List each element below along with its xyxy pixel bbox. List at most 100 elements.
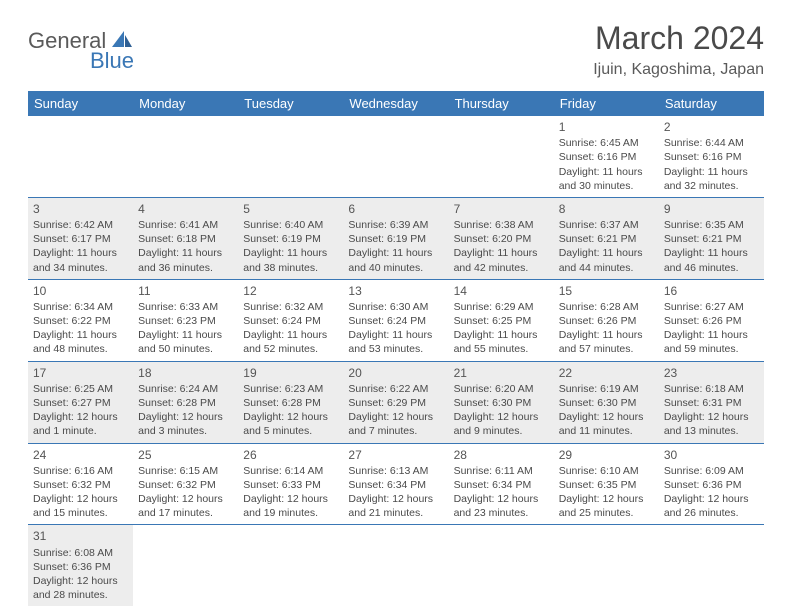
daylight-text: Daylight: 11 hours and 40 minutes. <box>348 246 443 274</box>
daylight-text: Daylight: 12 hours and 11 minutes. <box>559 410 654 438</box>
day-number: 6 <box>348 201 443 217</box>
daylight-text: Daylight: 11 hours and 48 minutes. <box>33 328 128 356</box>
sunset-text: Sunset: 6:28 PM <box>138 396 233 410</box>
week-row: 31Sunrise: 6:08 AMSunset: 6:36 PMDayligh… <box>28 525 764 606</box>
day-header: Sunday <box>28 91 133 116</box>
sunrise-text: Sunrise: 6:45 AM <box>559 136 654 150</box>
day-cell: 7Sunrise: 6:38 AMSunset: 6:20 PMDaylight… <box>449 197 554 279</box>
day-cell <box>343 116 448 197</box>
day-cell: 19Sunrise: 6:23 AMSunset: 6:28 PMDayligh… <box>238 361 343 443</box>
day-cell: 27Sunrise: 6:13 AMSunset: 6:34 PMDayligh… <box>343 443 448 525</box>
daylight-text: Daylight: 11 hours and 38 minutes. <box>243 246 338 274</box>
sunset-text: Sunset: 6:35 PM <box>559 478 654 492</box>
day-cell: 8Sunrise: 6:37 AMSunset: 6:21 PMDaylight… <box>554 197 659 279</box>
day-header: Saturday <box>659 91 764 116</box>
day-number: 22 <box>559 365 654 381</box>
day-cell: 11Sunrise: 6:33 AMSunset: 6:23 PMDayligh… <box>133 279 238 361</box>
sunrise-text: Sunrise: 6:19 AM <box>559 382 654 396</box>
sunrise-text: Sunrise: 6:22 AM <box>348 382 443 396</box>
sunrise-text: Sunrise: 6:25 AM <box>33 382 128 396</box>
day-number: 25 <box>138 447 233 463</box>
calendar-body: 1Sunrise: 6:45 AMSunset: 6:16 PMDaylight… <box>28 116 764 606</box>
daylight-text: Daylight: 11 hours and 34 minutes. <box>33 246 128 274</box>
sunrise-text: Sunrise: 6:33 AM <box>138 300 233 314</box>
daylight-text: Daylight: 12 hours and 19 minutes. <box>243 492 338 520</box>
sunrise-text: Sunrise: 6:29 AM <box>454 300 549 314</box>
sunset-text: Sunset: 6:34 PM <box>454 478 549 492</box>
sunset-text: Sunset: 6:26 PM <box>559 314 654 328</box>
day-header: Monday <box>133 91 238 116</box>
day-cell: 28Sunrise: 6:11 AMSunset: 6:34 PMDayligh… <box>449 443 554 525</box>
sunrise-text: Sunrise: 6:16 AM <box>33 464 128 478</box>
day-number: 9 <box>664 201 759 217</box>
sunset-text: Sunset: 6:17 PM <box>33 232 128 246</box>
logo-word2: Blue <box>90 48 134 73</box>
day-cell <box>28 116 133 197</box>
day-header: Friday <box>554 91 659 116</box>
day-number: 15 <box>559 283 654 299</box>
day-number: 14 <box>454 283 549 299</box>
day-header: Tuesday <box>238 91 343 116</box>
daylight-text: Daylight: 12 hours and 13 minutes. <box>664 410 759 438</box>
day-number: 28 <box>454 447 549 463</box>
sunrise-text: Sunrise: 6:09 AM <box>664 464 759 478</box>
day-cell: 31Sunrise: 6:08 AMSunset: 6:36 PMDayligh… <box>28 525 133 606</box>
week-row: 1Sunrise: 6:45 AMSunset: 6:16 PMDaylight… <box>28 116 764 197</box>
sunset-text: Sunset: 6:18 PM <box>138 232 233 246</box>
sunset-text: Sunset: 6:19 PM <box>348 232 443 246</box>
daylight-text: Daylight: 12 hours and 25 minutes. <box>559 492 654 520</box>
header: General March 2024 Ijuin, Kagoshima, Jap… <box>28 20 764 79</box>
sunset-text: Sunset: 6:33 PM <box>243 478 338 492</box>
calendar-table: SundayMondayTuesdayWednesdayThursdayFrid… <box>28 91 764 606</box>
daylight-text: Daylight: 11 hours and 52 minutes. <box>243 328 338 356</box>
day-number: 31 <box>33 528 128 544</box>
sunrise-text: Sunrise: 6:08 AM <box>33 546 128 560</box>
day-cell: 22Sunrise: 6:19 AMSunset: 6:30 PMDayligh… <box>554 361 659 443</box>
sunset-text: Sunset: 6:21 PM <box>559 232 654 246</box>
day-cell: 23Sunrise: 6:18 AMSunset: 6:31 PMDayligh… <box>659 361 764 443</box>
title-block: March 2024 Ijuin, Kagoshima, Japan <box>593 20 764 79</box>
sunrise-text: Sunrise: 6:34 AM <box>33 300 128 314</box>
daylight-text: Daylight: 11 hours and 32 minutes. <box>664 165 759 193</box>
daylight-text: Daylight: 12 hours and 3 minutes. <box>138 410 233 438</box>
day-header: Wednesday <box>343 91 448 116</box>
day-cell: 9Sunrise: 6:35 AMSunset: 6:21 PMDaylight… <box>659 197 764 279</box>
day-number: 19 <box>243 365 338 381</box>
daylight-text: Daylight: 12 hours and 23 minutes. <box>454 492 549 520</box>
sunrise-text: Sunrise: 6:32 AM <box>243 300 338 314</box>
sunrise-text: Sunrise: 6:24 AM <box>138 382 233 396</box>
sunrise-text: Sunrise: 6:20 AM <box>454 382 549 396</box>
month-title: March 2024 <box>593 20 764 57</box>
sunset-text: Sunset: 6:22 PM <box>33 314 128 328</box>
day-cell: 17Sunrise: 6:25 AMSunset: 6:27 PMDayligh… <box>28 361 133 443</box>
sunrise-text: Sunrise: 6:27 AM <box>664 300 759 314</box>
daylight-text: Daylight: 11 hours and 50 minutes. <box>138 328 233 356</box>
sunrise-text: Sunrise: 6:35 AM <box>664 218 759 232</box>
day-number: 4 <box>138 201 233 217</box>
day-cell: 4Sunrise: 6:41 AMSunset: 6:18 PMDaylight… <box>133 197 238 279</box>
day-number: 18 <box>138 365 233 381</box>
day-cell: 6Sunrise: 6:39 AMSunset: 6:19 PMDaylight… <box>343 197 448 279</box>
sunset-text: Sunset: 6:28 PM <box>243 396 338 410</box>
sunset-text: Sunset: 6:24 PM <box>348 314 443 328</box>
daylight-text: Daylight: 11 hours and 57 minutes. <box>559 328 654 356</box>
day-number: 5 <box>243 201 338 217</box>
day-number: 20 <box>348 365 443 381</box>
day-cell <box>659 525 764 606</box>
sunset-text: Sunset: 6:19 PM <box>243 232 338 246</box>
day-cell: 18Sunrise: 6:24 AMSunset: 6:28 PMDayligh… <box>133 361 238 443</box>
daylight-text: Daylight: 12 hours and 7 minutes. <box>348 410 443 438</box>
day-cell: 15Sunrise: 6:28 AMSunset: 6:26 PMDayligh… <box>554 279 659 361</box>
daylight-text: Daylight: 11 hours and 36 minutes. <box>138 246 233 274</box>
sunset-text: Sunset: 6:16 PM <box>664 150 759 164</box>
day-cell: 2Sunrise: 6:44 AMSunset: 6:16 PMDaylight… <box>659 116 764 197</box>
sunset-text: Sunset: 6:30 PM <box>559 396 654 410</box>
day-cell <box>554 525 659 606</box>
day-cell: 21Sunrise: 6:20 AMSunset: 6:30 PMDayligh… <box>449 361 554 443</box>
day-cell: 24Sunrise: 6:16 AMSunset: 6:32 PMDayligh… <box>28 443 133 525</box>
day-number: 1 <box>559 119 654 135</box>
daylight-text: Daylight: 11 hours and 30 minutes. <box>559 165 654 193</box>
day-header: Thursday <box>449 91 554 116</box>
daylight-text: Daylight: 12 hours and 9 minutes. <box>454 410 549 438</box>
sunrise-text: Sunrise: 6:18 AM <box>664 382 759 396</box>
